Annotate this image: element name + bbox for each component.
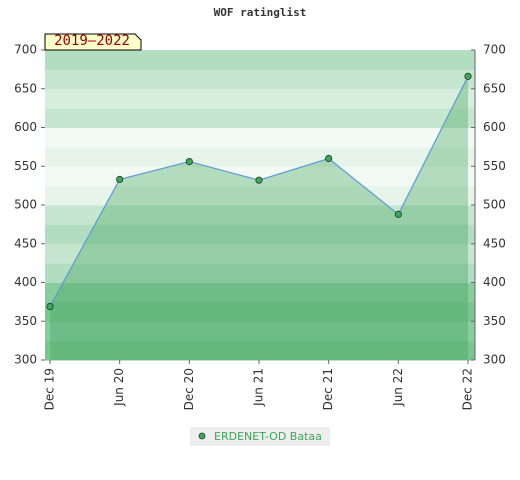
y2-tick-label: 600 [483, 120, 506, 134]
y-tick-label: 300 [14, 353, 37, 367]
legend-label: ERDENET-OD Bataa [214, 430, 322, 443]
band [45, 88, 475, 109]
band [45, 185, 475, 206]
band [45, 108, 475, 128]
y-tick-label: 350 [14, 314, 37, 328]
x-tick-label: Jun 22 [391, 368, 405, 407]
band [45, 340, 475, 361]
background [45, 50, 475, 361]
marker [394, 210, 402, 218]
band [45, 146, 475, 167]
band [45, 205, 475, 225]
band [45, 282, 475, 303]
y-tick-label: 600 [14, 120, 37, 134]
x-tick-label: Dec 21 [321, 368, 335, 410]
band [45, 321, 475, 342]
x-tick-label: Jun 20 [112, 368, 126, 407]
marker [46, 302, 54, 311]
y2-tick-label: 550 [483, 159, 506, 173]
band [45, 50, 475, 70]
marker [464, 72, 472, 80]
band [45, 69, 475, 90]
band [45, 224, 475, 245]
badge: 2019–2022 [54, 33, 130, 49]
y2-tick-label: 300 [483, 353, 506, 367]
x-tick-label: Dec 22 [461, 368, 475, 410]
marker [255, 176, 263, 184]
y2-tick-label: 450 [483, 236, 506, 250]
y-tick-label: 700 [14, 43, 37, 57]
area [50, 76, 468, 360]
band [45, 263, 475, 283]
y-tick-label: 650 [14, 81, 37, 95]
y-tick-label: 450 [14, 236, 37, 250]
y2-tick-label: 400 [483, 275, 506, 289]
y-tick-label: 550 [14, 159, 37, 173]
x-tick-label: Dec 19 [43, 368, 57, 410]
marker [185, 158, 193, 166]
band [45, 243, 475, 264]
band [45, 127, 475, 148]
y2-tick-label: 500 [483, 198, 506, 212]
y-tick-label: 500 [14, 198, 37, 212]
band [45, 301, 475, 322]
marker [325, 154, 333, 163]
y2-tick-label: 650 [483, 81, 506, 95]
chart-title: WOF ratinglist [214, 6, 307, 19]
y-tick-label: 400 [14, 275, 37, 289]
legend-marker [198, 432, 206, 440]
legend-box [190, 427, 330, 446]
badge-box [44, 33, 142, 51]
y2-tick-label: 350 [483, 314, 506, 328]
x-tick-label: Dec 20 [182, 368, 196, 410]
marker [116, 175, 124, 184]
x-tick-label: Jun 21 [252, 368, 266, 407]
y2-tick-label: 700 [483, 43, 506, 57]
